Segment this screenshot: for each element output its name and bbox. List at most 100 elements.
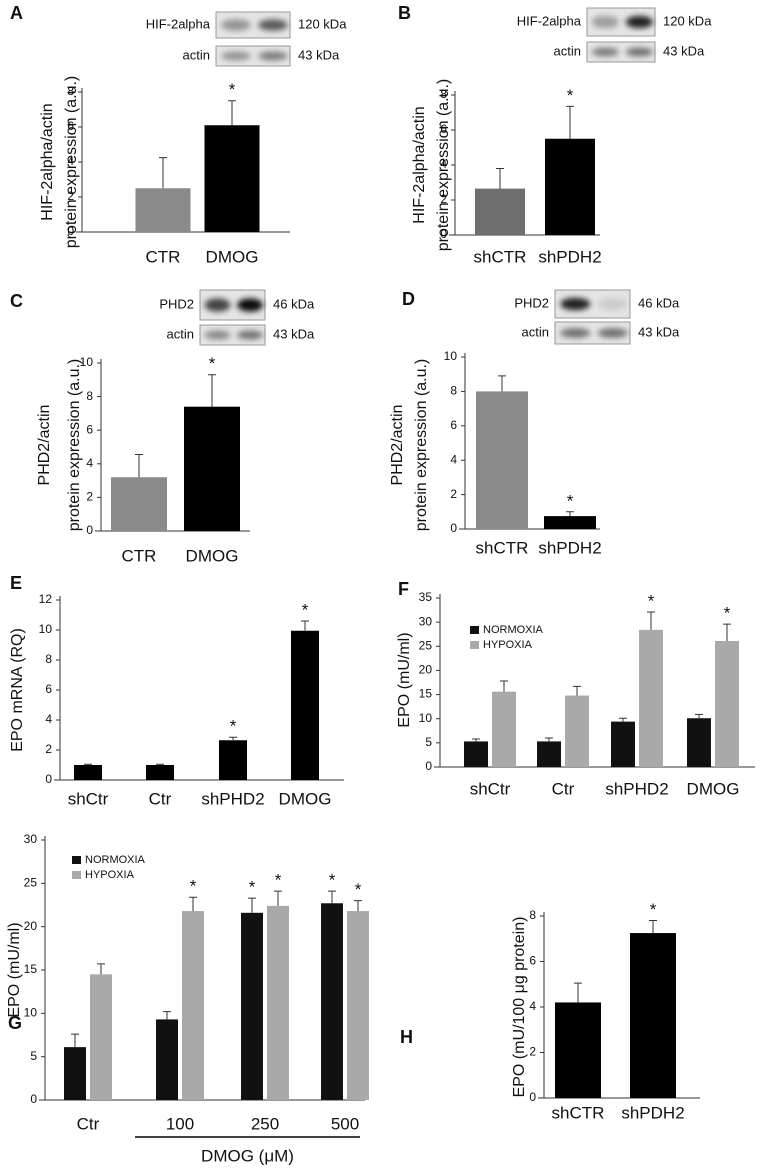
legend-label: NORMOXIA [483, 624, 544, 636]
blot-size: 46 kDa [273, 296, 315, 311]
bar [135, 188, 191, 232]
blot-band [204, 298, 231, 312]
panel: E 0 2 4 6 8 10 12 EPO mRNA (RQ) shCtr Ctr shPHD2 DMO… [9, 573, 344, 808]
error-bar [566, 105, 574, 139]
legend-swatch [72, 871, 81, 879]
y-axis-label: EPO (mU/100 μg protein) [511, 917, 528, 1098]
y-tick-label: 2 [440, 192, 447, 206]
x-tick-label: DMOG [279, 789, 332, 808]
error-bar [647, 611, 655, 630]
y-tick-label: 8 [86, 389, 93, 403]
significance-mark: * [567, 491, 574, 510]
x-tick-label: shCTR [476, 538, 529, 557]
y-tick-label: 30 [419, 614, 433, 628]
x-tick-label: CTR [146, 247, 181, 266]
significance-mark: * [650, 900, 657, 919]
error-bar [84, 763, 92, 765]
significance-mark: * [724, 604, 731, 623]
y-tick-label: 25 [24, 876, 38, 890]
blot-strip [554, 321, 631, 345]
blot-size: 120 kDa [298, 16, 347, 31]
legend-swatch [470, 641, 479, 649]
blot-band [625, 15, 653, 29]
y-tick-label: 12 [39, 592, 53, 606]
y-tick-label: 6 [450, 418, 457, 432]
error-bar [472, 738, 480, 742]
panel-letter: C [10, 291, 23, 311]
panel-letter: E [10, 573, 22, 593]
x-tick-label: DMOG [206, 247, 259, 266]
blot-size: 43 kDa [663, 43, 705, 58]
y-tick-label: 0 [425, 759, 432, 773]
blot-protein: PHD2 [159, 296, 194, 311]
y-axis-label: protein expression (a.u.) [66, 359, 83, 532]
blot-band [258, 19, 288, 31]
bar [219, 740, 247, 780]
y-tick-label: 10 [419, 711, 433, 725]
error-bar [229, 736, 237, 741]
blot-strip [215, 45, 291, 67]
y-tick-label: 0 [67, 224, 74, 238]
blot-band [221, 51, 251, 61]
y-tick-label: 2 [67, 189, 74, 203]
panel: F 0 5 10 15 20 25 30 35 EPO (mU/ml) shCtr Ctr shPHD2… [396, 579, 755, 798]
bar [156, 1019, 178, 1100]
y-tick-label: 30 [24, 832, 38, 846]
x-tick-label: Ctr [149, 789, 172, 808]
error-bar [156, 763, 164, 765]
panel-letter: B [398, 3, 411, 23]
x-tick-label: shCtr [68, 789, 109, 808]
blot-band [560, 297, 591, 311]
x-tick-label: Ctr [552, 779, 575, 798]
significance-mark: * [230, 717, 237, 736]
bar [184, 406, 240, 531]
bar [475, 188, 525, 235]
bar [321, 903, 343, 1100]
y-tick-label: 6 [86, 422, 93, 436]
bar [464, 741, 488, 767]
y-tick-label: 0 [30, 1092, 37, 1106]
bar [74, 765, 102, 780]
bar [630, 933, 676, 1098]
blot-size: 43 kDa [298, 47, 340, 62]
bar [492, 691, 516, 767]
y-tick-label: 0 [86, 523, 93, 537]
bar [267, 905, 289, 1100]
error-bar [354, 900, 362, 912]
bar [291, 630, 319, 780]
error-bar [274, 890, 282, 906]
error-bar [189, 896, 197, 912]
y-axis-label: EPO (mU/ml) [396, 632, 413, 727]
x-tick-label: shPDH2 [538, 538, 601, 557]
y-tick-label: 6 [45, 682, 52, 696]
blot-protein: actin [554, 43, 581, 58]
blot-band [258, 51, 288, 61]
bar [565, 695, 589, 767]
x-tick-label: shPDH2 [621, 1103, 684, 1122]
significance-mark: * [567, 86, 574, 105]
x-tick-label: shPHD2 [605, 779, 668, 798]
x-tick-label: DMOG [186, 546, 239, 565]
panel-letter: D [402, 289, 415, 309]
bar [545, 138, 595, 235]
bar [111, 477, 167, 531]
legend-swatch [72, 856, 81, 864]
bar [715, 640, 739, 767]
legend-label: NORMOXIA [85, 854, 146, 866]
y-tick-label: 8 [529, 908, 536, 922]
legend-label: HYPOXIA [85, 869, 135, 881]
y-axis-label: EPO mRNA (RQ) [9, 628, 26, 752]
x-tick-label: shCTR [552, 1103, 605, 1122]
y-tick-label: 5 [425, 735, 432, 749]
y-tick-label: 0 [45, 772, 52, 786]
y-tick-label: 10 [39, 622, 53, 636]
y-tick-label: 0 [450, 521, 457, 535]
y-tick-label: 0 [440, 227, 447, 241]
bar [537, 741, 561, 767]
panel-letter: A [10, 3, 23, 23]
y-tick-label: 4 [45, 712, 52, 726]
y-tick-label: 8 [45, 652, 52, 666]
error-bar [163, 1011, 171, 1020]
